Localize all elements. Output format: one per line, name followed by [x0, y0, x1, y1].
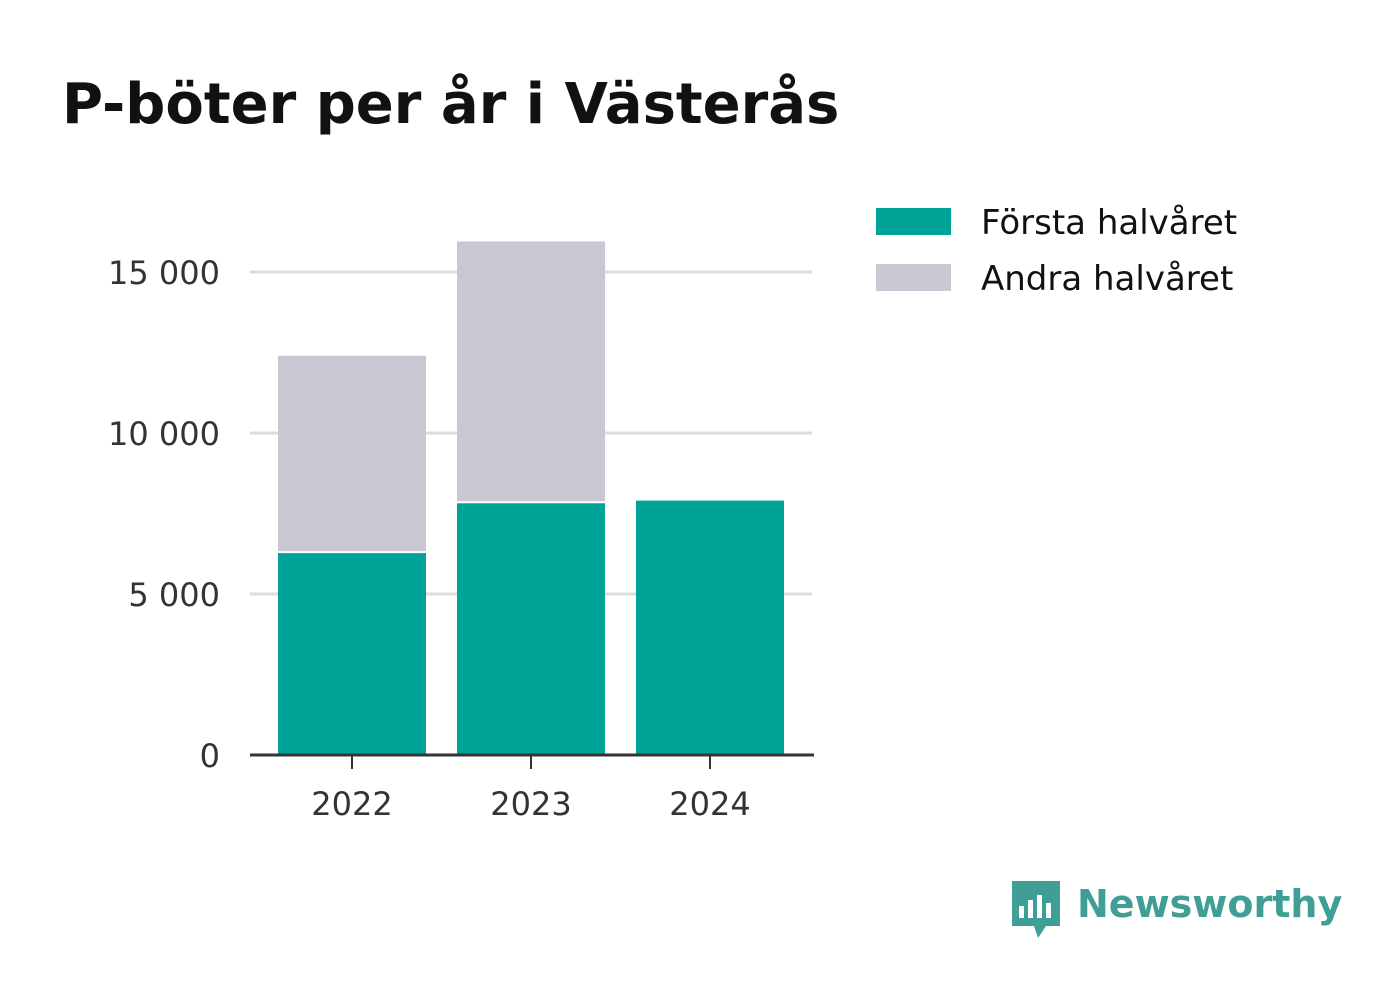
x-tick-label: 2024 [669, 785, 750, 823]
y-tick-label: 5 000 [128, 576, 220, 614]
bars [278, 241, 784, 755]
y-tick-label: 15 000 [108, 254, 220, 292]
bar-2023-forsta [457, 502, 605, 755]
x-tick-label: 2022 [311, 785, 392, 823]
bar-2023-andra [457, 241, 605, 503]
bar-2022-forsta [278, 552, 426, 755]
bar-2022-andra [278, 355, 426, 553]
x-tick-label: 2023 [490, 785, 571, 823]
bar-2024-forsta [636, 500, 784, 755]
legend-label: Första halvåret [981, 203, 1237, 243]
brand-logo: Newsworthy [1012, 881, 1342, 938]
legend-label: Andra halvåret [981, 259, 1233, 299]
brand-name: Newsworthy [1077, 882, 1342, 926]
chart-title: P-böter per år i Västerås [62, 72, 840, 137]
legend-swatch [876, 264, 951, 291]
axes: 0 5 000 10 000 15 000 2022 2023 2024 [108, 254, 814, 823]
y-tick-label: 10 000 [108, 415, 220, 453]
y-tick-label: 0 [200, 737, 220, 775]
legend: Första halvåret Andra halvåret [876, 203, 1237, 299]
legend-swatch [876, 208, 951, 235]
bar-chart-speech-bubble-icon [1012, 881, 1060, 938]
